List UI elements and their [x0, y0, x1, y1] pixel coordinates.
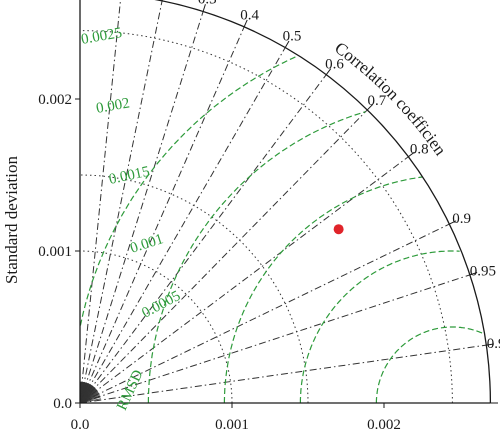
correlation-tick-label: 0.8 [410, 142, 429, 158]
correlation-tick-label: 0.99 [487, 336, 500, 352]
y-tick-label: 0.001 [38, 244, 72, 260]
correlation-ray [79, 156, 409, 404]
correlation-tick-mark [408, 151, 415, 158]
correlation-tick-label: 0.6 [325, 57, 344, 73]
correlation-tick-label: 0.95 [470, 264, 496, 280]
correlation-tick-mark [469, 272, 478, 276]
correlation-tick-label: 0.5 [283, 29, 302, 45]
correlation-tick-mark [486, 343, 494, 346]
x-tick-label: 0.001 [215, 417, 249, 433]
rmsd-contour-label: 0.002 [95, 95, 131, 117]
rmsd-contour [375, 326, 485, 403]
correlation-tick-mark [325, 68, 332, 75]
correlation-arc [153, 0, 492, 404]
correlation-ray [79, 47, 286, 404]
rmsd-contour [79, 55, 297, 326]
rmsd-contour [147, 111, 366, 403]
correlation-ray [79, 274, 471, 404]
std-contour-arc [79, 174, 309, 404]
grid-layer [79, 0, 487, 404]
correlation-axis-label: Correlation coefficient [0, 0, 450, 159]
correlation-tick-mark [449, 220, 457, 225]
correlation-axis-label-path: Correlation coefficient [0, 0, 450, 159]
y-tick-label: 0.0 [53, 396, 72, 412]
correlation-tick-mark [202, 4, 206, 12]
axes-layer [75, 0, 498, 408]
rmsd-contour-label: 0.0015 [108, 164, 152, 188]
correlation-ray [79, 0, 163, 404]
correlation-tick-label: 0.3 [198, 0, 217, 7]
correlation-tick-label: 0.9 [452, 211, 471, 227]
rmsd-contour-label: 0.0005 [139, 288, 183, 321]
point-layer [333, 224, 344, 235]
rmsd-contour [223, 176, 423, 403]
y-tick-label: 0.002 [38, 92, 72, 108]
correlation-ray [79, 74, 327, 404]
correlation-ray [79, 223, 450, 404]
data-point [333, 224, 344, 235]
x-tick-label: 0.002 [367, 417, 401, 433]
rmsd-contour-layer: 0.0005 0.001 0.0015 0.002 0.0025 [79, 25, 485, 403]
correlation-ray [79, 11, 204, 404]
correlation-tick-label: 0.7 [367, 93, 386, 109]
correlation-ray [79, 0, 122, 404]
correlation-tick-mark [366, 104, 373, 111]
correlation-tick-label: 0.4 [240, 7, 259, 23]
minor-correlation-ray [79, 398, 101, 404]
rmsd-contour-label: 0.001 [128, 231, 165, 257]
correlation-tick-mark [243, 19, 248, 28]
rmsd-contour-label: 0.0025 [80, 25, 123, 48]
correlation-ray [79, 26, 245, 404]
correlation-tick-mark [284, 40, 290, 48]
x-tick-label: 0.0 [71, 417, 90, 433]
y-axis-label: Standard deviation [2, 156, 21, 284]
correlation-ray [79, 109, 368, 404]
correlation-ray [79, 344, 487, 404]
rmsd-contour [299, 250, 460, 403]
